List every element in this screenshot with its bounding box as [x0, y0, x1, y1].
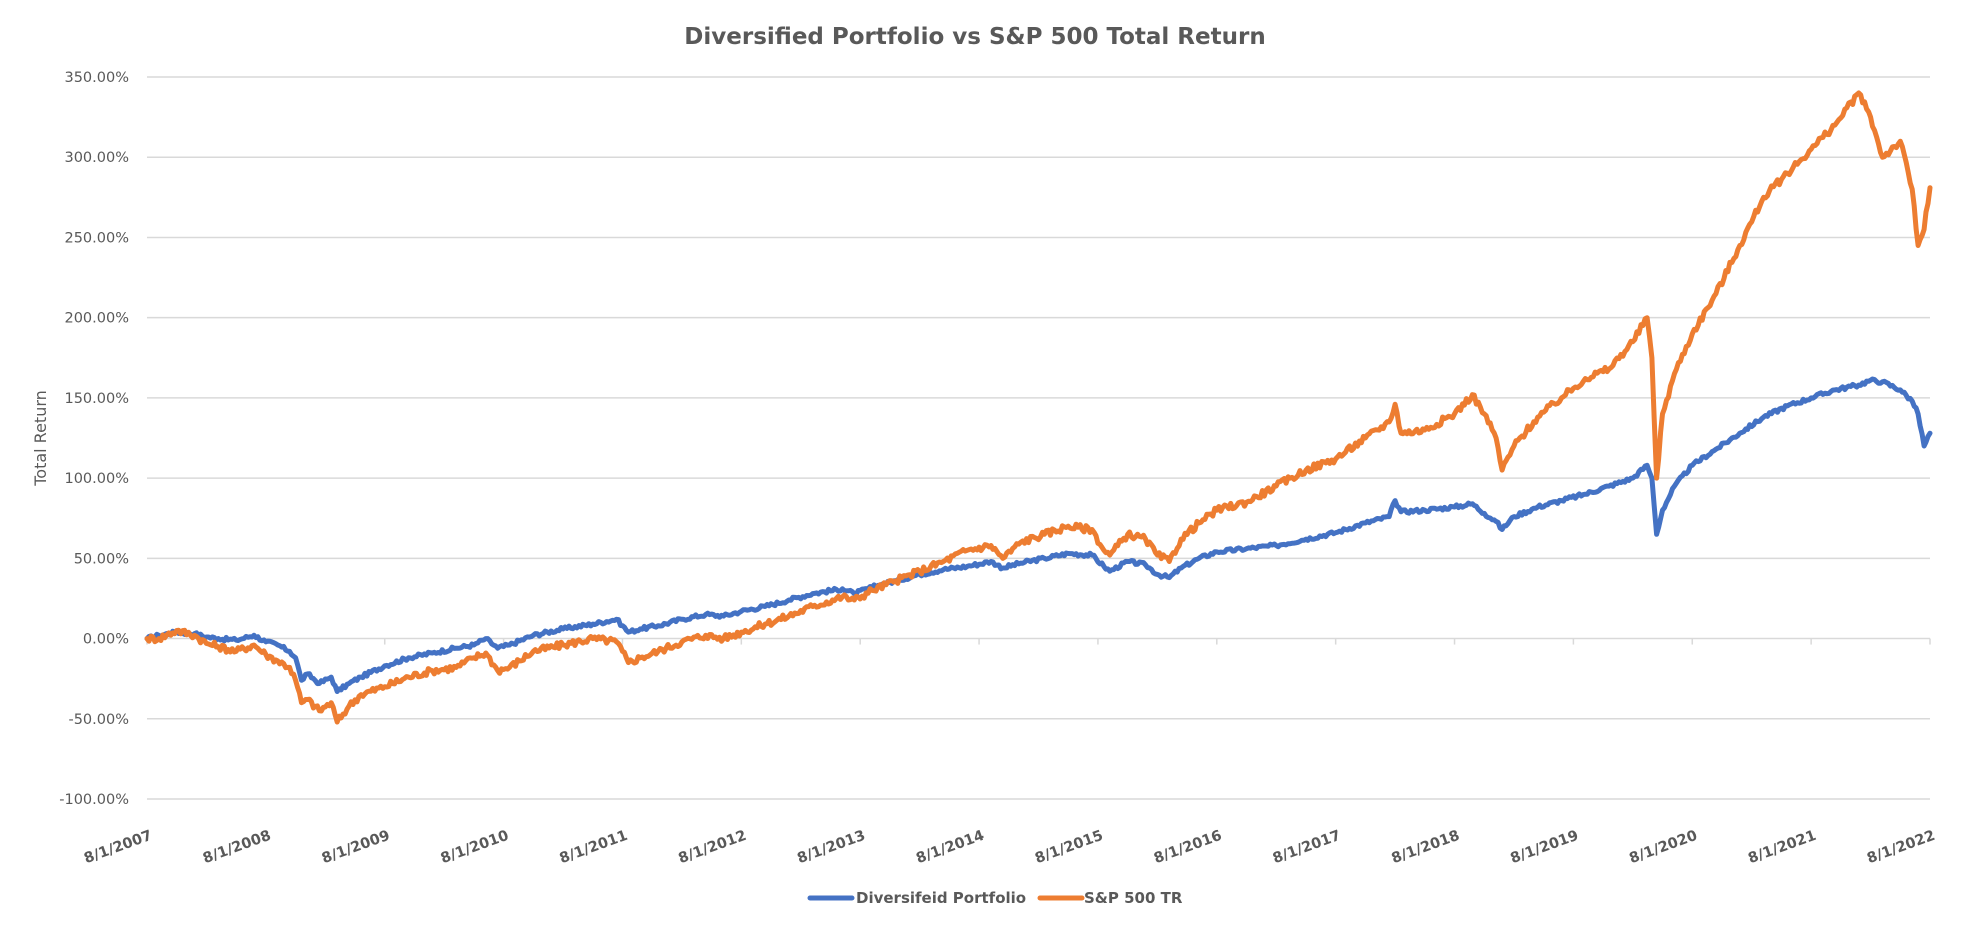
y-axis-title: Total Return: [31, 390, 50, 487]
series-line-sp500-tr: [144, 90, 1933, 725]
gridlines: [147, 76, 1930, 800]
legend: Diversifeid Portfolio S&P 500 TR: [807, 889, 1183, 907]
y-tick-label: 50.00%: [74, 551, 129, 567]
y-tick-label: 300.00%: [64, 150, 129, 166]
legend-label-sp500: S&P 500 TR: [1084, 889, 1183, 907]
y-tick-label: -100.00%: [59, 792, 129, 808]
series-line-diversified-portfolio: [144, 376, 1933, 694]
chart-title: Diversified Portfolio vs S&P 500 Total R…: [684, 24, 1265, 50]
y-axis-ticks: -100.00% -50.00% 0.00% 50.00% 100.00% 150.00%…: [59, 70, 129, 808]
legend-label-diversified: Diversifeid Portfolio: [856, 889, 1026, 907]
y-tick-label: 100.00%: [64, 471, 129, 487]
y-tick-label: 250.00%: [64, 230, 129, 246]
y-tick-label: 350.00%: [64, 70, 129, 86]
legend-item-sp500[interactable]: S&P 500 TR: [1037, 889, 1183, 907]
legend-item-diversified[interactable]: Diversifeid Portfolio: [807, 889, 1026, 907]
series-layer: [144, 90, 1933, 725]
y-tick-label: -50.00%: [68, 712, 129, 728]
y-tick-label: 150.00%: [64, 391, 129, 407]
y-tick-label: 0.00%: [83, 632, 129, 648]
y-tick-label: 200.00%: [64, 311, 129, 327]
